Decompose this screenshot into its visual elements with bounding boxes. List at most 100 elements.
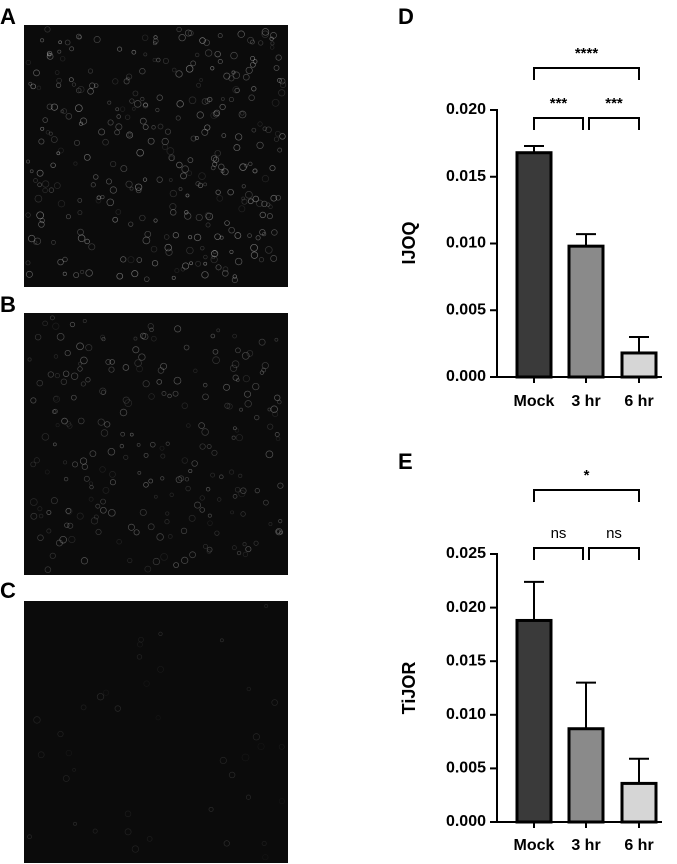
cell	[139, 214, 146, 222]
cell	[271, 229, 278, 236]
cell	[203, 382, 208, 388]
cell	[210, 155, 218, 162]
cell	[232, 494, 238, 499]
cell	[269, 45, 275, 50]
cell	[70, 372, 79, 380]
cell	[131, 107, 136, 111]
cell	[228, 75, 235, 82]
cell	[261, 200, 268, 208]
cell	[52, 442, 57, 447]
cell	[185, 485, 191, 492]
cell	[90, 517, 99, 525]
x-tick-label: 3 hr	[571, 393, 600, 410]
cell	[112, 216, 119, 223]
cell	[235, 434, 243, 442]
cell	[77, 210, 83, 216]
cell	[210, 66, 215, 71]
cell	[155, 57, 161, 63]
cell	[261, 30, 269, 38]
cell	[251, 127, 257, 133]
cell	[244, 390, 252, 398]
cell	[242, 551, 249, 558]
cell	[45, 130, 51, 135]
cell	[46, 510, 52, 515]
cell	[172, 390, 179, 397]
cell	[168, 155, 175, 161]
cell	[140, 332, 147, 339]
cell	[116, 539, 122, 545]
cell	[164, 243, 172, 252]
cell	[212, 356, 220, 364]
cell	[228, 96, 234, 103]
cell	[88, 243, 96, 251]
cell	[47, 371, 54, 378]
cell	[73, 161, 78, 166]
cell	[71, 394, 77, 401]
cell	[36, 379, 44, 387]
cell	[30, 397, 37, 404]
micrograph	[24, 601, 288, 863]
cell	[186, 170, 193, 176]
cell	[206, 549, 212, 554]
cell	[69, 321, 76, 328]
cell	[132, 346, 140, 354]
cell	[270, 405, 278, 413]
cell	[240, 111, 245, 116]
significance-bracket	[588, 547, 640, 560]
cell	[134, 359, 142, 367]
cell	[165, 441, 170, 446]
cell	[241, 351, 250, 360]
cell	[180, 527, 188, 535]
cell	[277, 399, 282, 405]
cell	[61, 108, 68, 114]
cell	[162, 57, 169, 65]
cell	[194, 136, 199, 141]
cell	[62, 271, 67, 276]
cell	[85, 377, 91, 383]
significance-label: ns	[551, 525, 567, 542]
cell	[120, 431, 126, 437]
cell	[219, 756, 227, 765]
cell	[40, 38, 45, 43]
cell	[100, 429, 109, 437]
cell	[42, 117, 49, 123]
cell	[214, 530, 220, 536]
cell	[224, 220, 230, 226]
panel-label: B	[0, 292, 16, 317]
cell	[44, 469, 50, 475]
bar	[515, 151, 553, 379]
cell	[141, 333, 149, 341]
cell	[160, 362, 168, 370]
cell	[230, 51, 238, 60]
cell	[64, 522, 70, 528]
x-tick-label: 6 hr	[624, 393, 653, 410]
cell	[258, 338, 266, 346]
cell	[250, 39, 255, 45]
cell	[174, 325, 182, 333]
cell	[56, 151, 61, 156]
cell	[127, 256, 135, 264]
cell	[200, 245, 205, 251]
cell	[119, 106, 126, 112]
cell	[224, 402, 231, 409]
cell	[259, 211, 266, 219]
cell	[80, 557, 89, 565]
cell	[235, 133, 243, 141]
micrograph	[24, 313, 288, 575]
cell	[191, 460, 198, 467]
cell	[214, 233, 221, 240]
cell	[168, 178, 173, 182]
y-tick-label: 0.015	[446, 652, 486, 669]
cell	[234, 428, 240, 433]
cell	[42, 320, 48, 327]
cell	[129, 186, 134, 191]
cell	[250, 55, 256, 61]
cell	[123, 78, 130, 85]
cell	[211, 250, 219, 258]
cell	[258, 257, 265, 263]
cell	[48, 187, 55, 193]
cell	[234, 87, 240, 94]
cell	[188, 235, 193, 240]
cell	[109, 186, 117, 194]
cell	[252, 168, 258, 174]
